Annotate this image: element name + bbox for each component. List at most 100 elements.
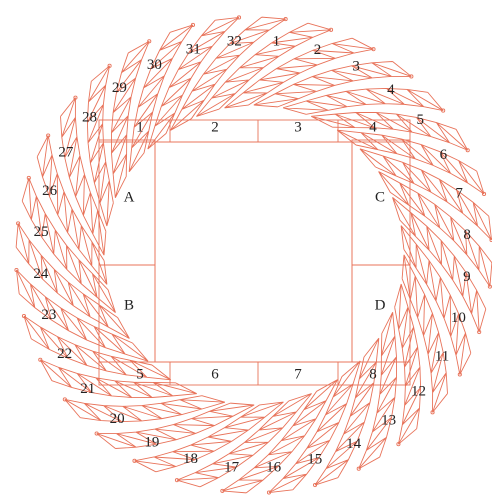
arm-label: 22: [57, 346, 72, 362]
arm-tip: [312, 482, 318, 488]
arm-label: 8: [463, 227, 471, 243]
arm-tip: [46, 133, 51, 138]
arm-tip: [283, 17, 288, 22]
arm-label: 18: [183, 451, 198, 467]
truss-arm: [310, 112, 469, 151]
bottom-band: [98, 361, 411, 386]
arm-tip: [465, 148, 470, 153]
arm-tip: [14, 267, 19, 273]
side-label: B: [124, 297, 134, 313]
frame-label: 4: [369, 119, 377, 135]
truss-arm: [282, 87, 444, 115]
arm-label: 7: [455, 186, 463, 202]
arm-label: 31: [186, 41, 201, 57]
frame: [98, 119, 411, 386]
arm-label: 4: [387, 82, 395, 98]
arm-label: 2: [314, 42, 322, 58]
arm-tip: [328, 27, 334, 32]
truss-arm: [253, 61, 412, 108]
arm-tip: [220, 488, 225, 493]
arm-label: 32: [227, 33, 242, 49]
arm-label: 28: [82, 110, 97, 126]
arm-label: 15: [307, 452, 322, 468]
arm-label: 24: [33, 266, 49, 282]
arm-label: 23: [41, 307, 56, 323]
arm-tip: [487, 284, 492, 289]
arm-label: 19: [144, 435, 159, 451]
arm-label: 30: [147, 57, 162, 73]
truss-arm: [23, 315, 172, 381]
arm-label: 11: [435, 349, 449, 365]
arm-tip: [409, 74, 414, 79]
side-label: C: [375, 189, 385, 205]
frame-label: 3: [294, 119, 302, 135]
right-band: [351, 139, 411, 363]
arm-tip: [16, 221, 21, 226]
truss-arm: [128, 24, 194, 173]
truss-arm: [378, 171, 492, 287]
truss-arm: [222, 379, 338, 494]
joints: [99, 120, 410, 385]
arm-label: 26: [42, 183, 58, 199]
arm-tip: [94, 431, 99, 436]
arm-label: 17: [224, 459, 240, 475]
arm-tip: [396, 442, 401, 447]
arm-tip: [481, 191, 487, 197]
truss-arm: [224, 37, 374, 109]
truss-arm: [268, 360, 361, 493]
arm-tip: [26, 175, 31, 181]
arm-tip: [21, 313, 27, 319]
truss-arm: [64, 395, 226, 423]
arm-tip: [73, 95, 78, 100]
arm-tip: [174, 478, 180, 483]
truss-arm: [96, 402, 255, 449]
truss-arm: [176, 393, 312, 488]
arm-tip: [190, 22, 196, 28]
arm-label: 13: [381, 413, 396, 429]
truss-arm: [314, 337, 380, 486]
side-label: D: [375, 297, 386, 313]
truss-arm: [359, 148, 492, 241]
arm-label: 12: [411, 383, 426, 399]
frame-label: 8: [369, 366, 377, 382]
arm-tip: [371, 47, 376, 52]
arm-label: 5: [417, 112, 425, 128]
truss-arm: [60, 97, 107, 256]
opening: [154, 141, 353, 363]
truss-arm: [358, 311, 397, 470]
arm-tip: [236, 15, 242, 20]
arm-label: 9: [463, 269, 471, 285]
arm-tip: [356, 466, 361, 471]
arm-tip: [107, 63, 112, 68]
labels: A B C D 1 2 3 4 5 6 7 8 1234567891011121…: [33, 33, 470, 475]
frame-label: 5: [136, 366, 144, 382]
truss-arm: [170, 16, 286, 131]
frame-label: 6: [211, 366, 219, 382]
arm-label: 27: [58, 144, 74, 160]
truss-arm: [21, 177, 116, 313]
frame-label: 2: [211, 119, 219, 135]
arm-tip: [62, 397, 67, 402]
arm-label: 10: [451, 310, 466, 326]
left-band: [98, 139, 156, 363]
arm-label: 3: [352, 58, 360, 74]
arm-tip: [430, 410, 435, 415]
arm-label: 20: [110, 411, 125, 427]
truss-arm: [394, 283, 422, 445]
arm-tip: [38, 357, 43, 362]
truss-arm: [400, 225, 472, 375]
arm-label: 21: [80, 381, 95, 397]
arm-tip: [477, 329, 482, 335]
arm-tip: [147, 39, 152, 44]
truss-arm: [401, 254, 448, 413]
arm-label: 6: [440, 147, 448, 163]
arm-tip: [266, 490, 272, 495]
arm-label: 1: [273, 34, 281, 50]
frame-label: 7: [294, 366, 302, 382]
truss-arm: [39, 359, 198, 398]
arm-label: 29: [112, 80, 127, 96]
truss-arm: [196, 22, 332, 117]
arm-tip: [132, 458, 137, 463]
truss-arm: [392, 197, 487, 333]
